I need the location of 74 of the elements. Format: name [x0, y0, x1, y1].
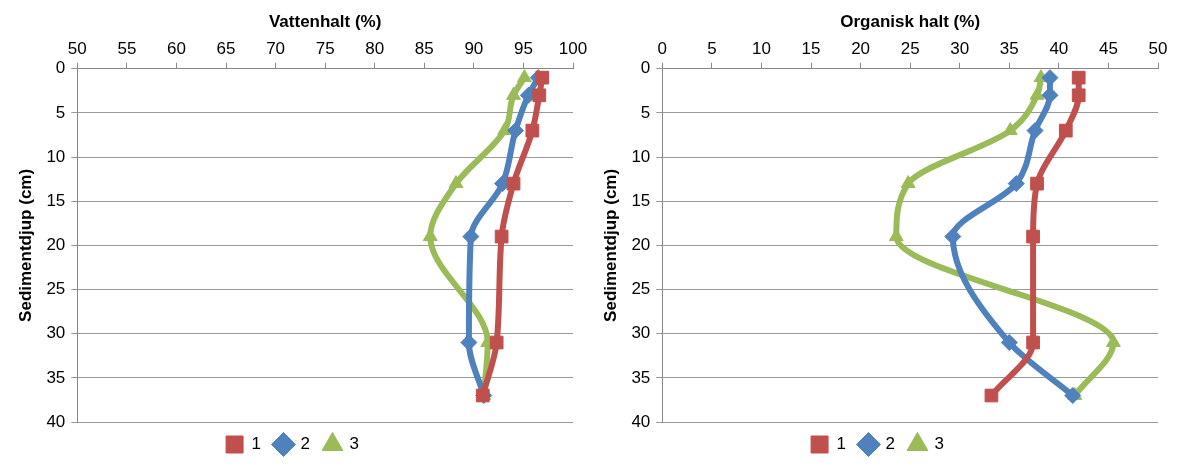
point	[494, 229, 509, 244]
legend-label: 3	[934, 434, 944, 454]
x-tick-label: 55	[117, 39, 137, 59]
legend-label: 2	[885, 434, 895, 454]
point	[1030, 176, 1044, 191]
x-tick-label: 25	[900, 39, 920, 59]
legend-label: 3	[349, 434, 359, 454]
point	[525, 123, 540, 138]
y-tick-label: 25	[631, 279, 651, 299]
y-axis-title: Sedimentdjup (cm)	[600, 168, 620, 322]
legend-label: 1	[836, 434, 847, 454]
point	[1026, 122, 1044, 140]
x-tick-label: 0	[657, 39, 668, 59]
point	[984, 388, 999, 403]
x-tick-label: 70	[266, 39, 286, 59]
y-tick-label: 15	[46, 190, 66, 210]
point	[1071, 88, 1086, 103]
point	[1058, 123, 1073, 138]
x-tick-label: 15	[801, 39, 821, 59]
y-tick-label: 10	[46, 146, 66, 166]
point	[1026, 229, 1040, 244]
x-tick-label: 75	[315, 39, 335, 59]
x-tick-label: 85	[414, 39, 434, 59]
y-tick-label: 30	[46, 323, 66, 343]
x-tick-label: 20	[851, 39, 871, 59]
x-tick-label: 35	[999, 39, 1019, 59]
legend-label: 2	[300, 434, 310, 454]
x-tick-label: 65	[216, 39, 236, 59]
y-tick-label: 35	[631, 367, 651, 387]
x-tick-label: 80	[365, 39, 385, 59]
point	[507, 122, 524, 140]
point	[506, 86, 521, 100]
x-tick-label: 90	[464, 39, 484, 59]
point	[1071, 70, 1086, 85]
y-tick-label: 25	[46, 279, 66, 299]
x-axis-title: Organisk halt (%)	[840, 11, 981, 31]
point	[1064, 387, 1082, 405]
x-tick-label: 10	[751, 39, 771, 59]
x-tick-label: 95	[513, 39, 533, 59]
point	[1007, 175, 1025, 193]
y-tick-label: 35	[46, 367, 66, 387]
y-tick-label: 20	[631, 235, 651, 255]
y-tick-label: 5	[55, 102, 66, 122]
point	[1000, 334, 1018, 352]
point	[1105, 334, 1121, 348]
x-tick-label: 45	[1098, 39, 1118, 59]
x-tick-label: 50	[1148, 39, 1168, 59]
point	[532, 88, 547, 103]
point	[1029, 86, 1045, 100]
y-tick-label: 10	[631, 146, 651, 166]
x-axis-title: Vattenhalt (%)	[268, 11, 382, 31]
point	[900, 175, 916, 189]
x-tick-label: 50	[67, 39, 87, 59]
y-tick-label: 20	[46, 235, 66, 255]
x-tick-label: 5	[707, 39, 717, 59]
point	[448, 175, 464, 189]
point	[516, 69, 532, 83]
x-tick-label: 60	[166, 39, 186, 59]
point	[535, 70, 550, 85]
x-tick-label: 40	[1049, 39, 1069, 59]
legend-label: 1	[251, 434, 262, 454]
y-tick-label: 40	[631, 411, 651, 431]
y-tick-label: 30	[631, 323, 651, 343]
x-tick-label: 100	[558, 39, 588, 59]
point	[506, 176, 521, 191]
y-tick-label: 0	[640, 58, 651, 78]
y-axis-title: Sedimentdjup (cm)	[15, 168, 35, 322]
y-tick-label: 15	[631, 190, 651, 210]
x-tick-label: 30	[950, 39, 970, 59]
y-tick-label: 0	[55, 58, 66, 78]
point	[1026, 335, 1040, 350]
y-tick-label: 5	[640, 102, 651, 122]
point	[489, 335, 504, 350]
y-tick-label: 40	[46, 411, 66, 431]
